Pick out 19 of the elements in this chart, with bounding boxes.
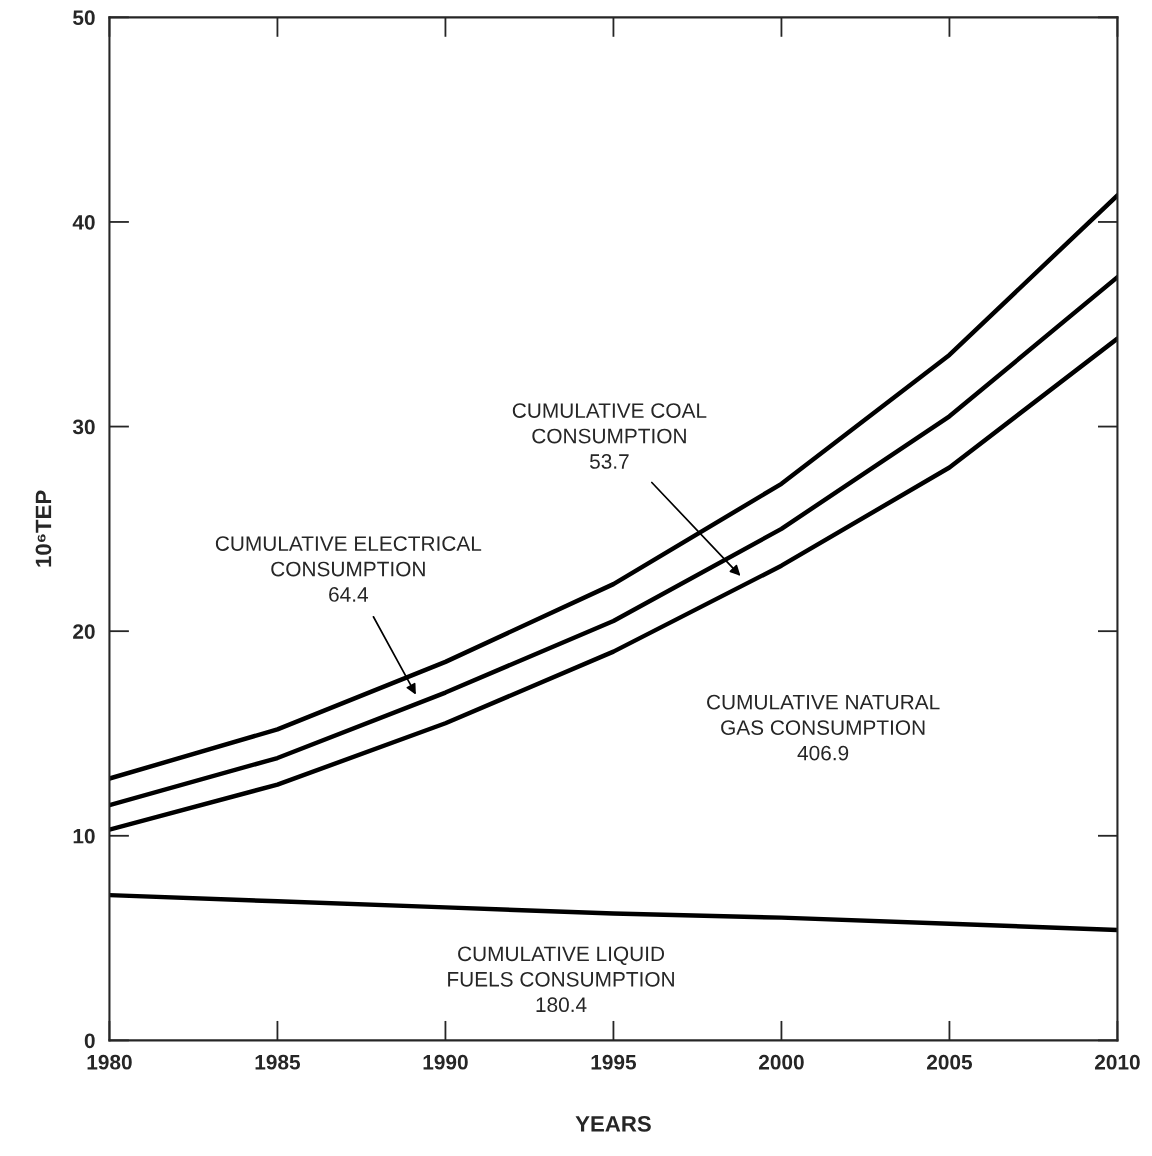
annotation: CUMULATIVE COAL CONSUMPTION 53.7 (512, 403, 707, 469)
y-tick-label: 10 (73, 828, 95, 844)
x-tick-label: 2010 (1094, 1054, 1140, 1070)
x-tick-label: 2005 (926, 1054, 973, 1070)
y-tick-label: 30 (72, 419, 95, 435)
x-tick-label: 1995 (591, 1054, 637, 1070)
x-tick-label: 1980 (87, 1054, 132, 1070)
x-axis-title: YEARS (575, 1115, 651, 1132)
x-tick-label: 1990 (423, 1054, 468, 1070)
y-tick-label: 0 (84, 1033, 95, 1049)
y-tick-label: 20 (73, 624, 95, 639)
x-tick-label: 2000 (758, 1054, 804, 1070)
x-tick-label: 1985 (255, 1054, 301, 1070)
annotation: CUMULATIVE NATURAL GAS CONSUMPTION 406.9 (707, 694, 940, 761)
annotation: CUMULATIVE LIQUID FUELS CONSUMPTION 180.4 (448, 946, 674, 1013)
y-tick-label: 50 (73, 10, 95, 26)
annotation: CUMULATIVE ELECTRICAL CONSUMPTION 64.4 (215, 536, 482, 602)
y-axis-title: 10⁶TEP (35, 490, 52, 567)
y-tick-label: 40 (72, 214, 95, 230)
